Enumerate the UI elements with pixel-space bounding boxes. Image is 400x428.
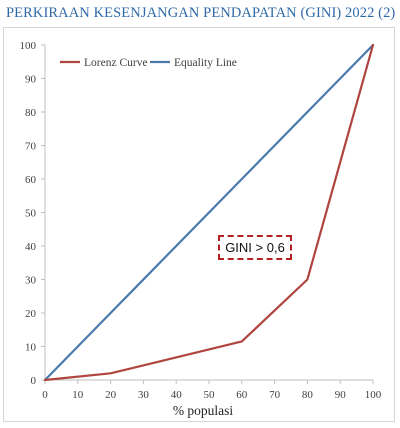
legend-label-equality-line: Equality Line (174, 57, 237, 69)
x-axis-title: % populasi (173, 403, 234, 418)
gini-annotation-text: GINI > 0,6 (225, 240, 285, 255)
y-tick-label: 10 (25, 342, 37, 354)
series-line-equality-line (43, 43, 375, 382)
x-tick-label: 10 (72, 389, 84, 401)
x-tick-label: 60 (236, 389, 248, 401)
y-tick-label: 70 (25, 141, 37, 153)
y-tick-label: 90 (25, 74, 37, 86)
x-tick-label: 40 (171, 389, 183, 401)
y-tick-label: 30 (25, 275, 37, 287)
x-tick-label: 0 (42, 389, 48, 401)
y-tick-label: 0 (31, 375, 37, 387)
chart-title: PERKIRAAN KESENJANGAN PENDAPATAN (GINI) … (6, 5, 396, 21)
y-tick-label: 20 (25, 308, 37, 320)
y-tick-label: 80 (25, 107, 37, 119)
x-tick-label: 20 (105, 389, 117, 401)
series-line-lorenz-curve (43, 43, 375, 382)
y-tick-label: 60 (25, 174, 37, 186)
y-tick-label: 40 (25, 241, 37, 253)
legend-label-lorenz-curve: Lorenz Curve (84, 57, 148, 69)
x-tick-label: 30 (138, 389, 150, 401)
x-tick-label: 50 (204, 389, 216, 401)
x-tick-label: 70 (269, 389, 281, 401)
x-tick-label: 100 (365, 389, 382, 401)
x-tick-label: 80 (302, 389, 314, 401)
y-tick-label: 100 (20, 40, 37, 52)
y-tick-label: 50 (25, 208, 37, 220)
chart-frame (3, 27, 395, 422)
x-tick-label: 90 (335, 389, 347, 401)
gini-annotation: GINI > 0,6 (218, 235, 292, 260)
